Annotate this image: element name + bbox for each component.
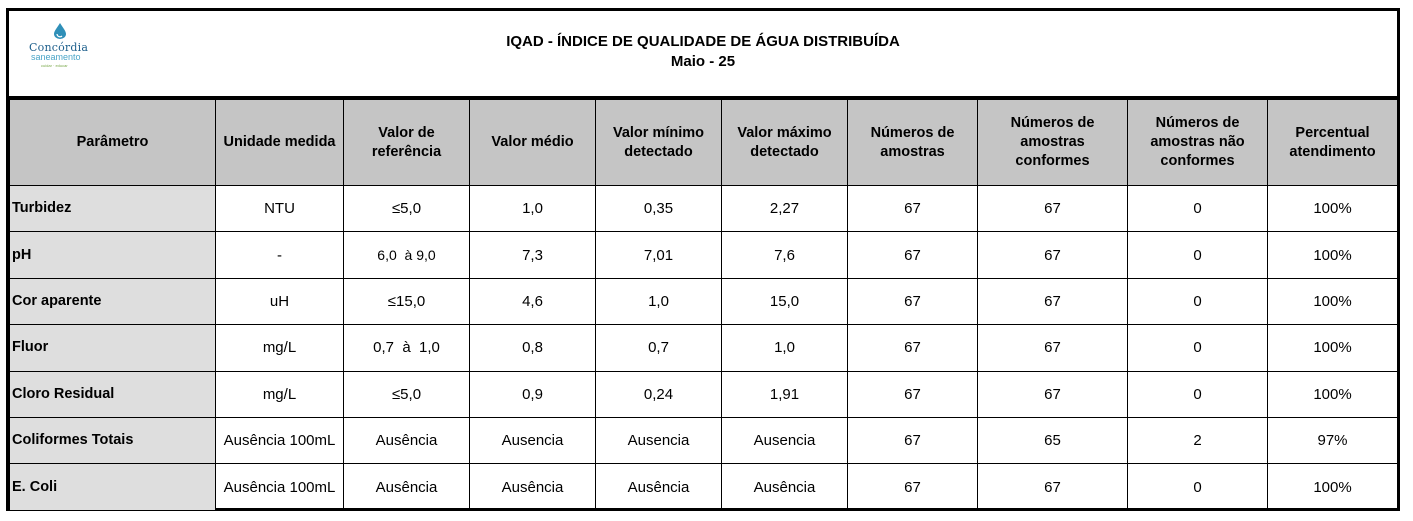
table-cell: Ausência 100mL — [215, 463, 344, 511]
table-cell: 0,35 — [595, 184, 722, 233]
table-cell: Ausência — [595, 463, 722, 511]
table-cell: 0 — [1127, 370, 1268, 418]
table-cell: 67 — [977, 463, 1128, 511]
table-cell: mg/L — [215, 324, 344, 372]
company-logo: Concórdia saneamento cuidar · educar — [29, 23, 99, 68]
table-cell: 100% — [1267, 324, 1398, 372]
column-header: Valor médio — [469, 99, 596, 186]
table-cell: 0 — [1127, 184, 1268, 233]
table-cell: 1,0 — [469, 184, 596, 233]
table-row: Coliformes Totais Ausência 100mL Ausênci… — [9, 416, 1398, 465]
table-cell: E. Coli — [9, 463, 216, 511]
table-cell: 0 — [1127, 277, 1268, 326]
table-cell: Ausencia — [721, 416, 848, 465]
column-header: Percentual atendimento — [1267, 99, 1398, 186]
column-header: Valor de referência — [343, 99, 470, 186]
table-cell: 67 — [977, 324, 1128, 372]
table-cell: 4,6 — [469, 277, 596, 326]
table-cell: 67 — [977, 231, 1128, 279]
water-drop-icon — [54, 23, 66, 39]
table-cell: Fluor — [9, 324, 216, 372]
table-cell: 0 — [1127, 231, 1268, 279]
table-cell: 6,0 à 9,0 — [343, 231, 470, 279]
table-cell: 67 — [977, 184, 1128, 233]
table-cell: uH — [215, 277, 344, 326]
quality-table: Parâmetro Unidade medida Valor de referê… — [9, 99, 1398, 511]
table-cell: mg/L — [215, 370, 344, 418]
column-header: Números de amostras não conformes — [1127, 99, 1268, 186]
page-subtitle: Maio - 25 — [670, 53, 736, 70]
table-cell: - — [215, 231, 344, 279]
table-cell: Ausência — [721, 463, 848, 511]
table-cell: ≤15,0 — [343, 277, 470, 326]
table-cell: Ausencia — [595, 416, 722, 465]
table-row: Cloro Residual mg/L ≤5,0 0,9 0,24 1,91 6… — [9, 370, 1398, 418]
table-cell: 0,8 — [469, 324, 596, 372]
logo-name: Concórdia — [29, 41, 89, 54]
table-cell: 67 — [977, 277, 1128, 326]
column-header: Números de amostras — [847, 99, 978, 186]
table-cell: Coliformes Totais — [9, 416, 216, 465]
table-cell: pH — [9, 231, 216, 279]
report-frame: Concórdia saneamento cuidar · educar IQA… — [6, 8, 1400, 511]
table-cell: 100% — [1267, 277, 1398, 326]
table-cell: Ausencia — [469, 416, 596, 465]
table-cell: NTU — [215, 184, 344, 233]
table-row: Fluor mg/L 0,7 à 1,0 0,8 0,7 1,0 67 67 0… — [9, 324, 1398, 372]
table-cell: ≤5,0 — [343, 184, 470, 233]
logo-tagline: cuidar · educar — [41, 63, 68, 68]
page-title: IQAD - ÍNDICE DE QUALIDADE DE ÁGUA DISTR… — [506, 33, 900, 50]
table-cell: 67 — [977, 370, 1128, 418]
column-header: Parâmetro — [9, 99, 216, 186]
table-cell: 67 — [847, 184, 978, 233]
table-cell: 0,24 — [595, 370, 722, 418]
table-cell: 100% — [1267, 370, 1398, 418]
column-header: Valor máximo detectado — [721, 99, 848, 186]
table-cell: Cor aparente — [9, 277, 216, 326]
table-cell: 7,3 — [469, 231, 596, 279]
table-cell: 67 — [847, 231, 978, 279]
table-cell: 0 — [1127, 324, 1268, 372]
column-header: Unidade medida — [215, 99, 344, 186]
report-header: Concórdia saneamento cuidar · educar IQA… — [9, 11, 1397, 99]
table-cell: 100% — [1267, 231, 1398, 279]
table-cell: 67 — [847, 324, 978, 372]
table-cell: 67 — [847, 277, 978, 326]
table-cell: 0,7 à 1,0 — [343, 324, 470, 372]
table-row: Turbidez NTU ≤5,0 1,0 0,35 2,27 67 67 0 … — [9, 184, 1398, 233]
table-cell: 1,0 — [721, 324, 848, 372]
table-cell: ≤5,0 — [343, 370, 470, 418]
table-cell: Turbidez — [9, 184, 216, 233]
column-header: Valor mínimo detectado — [595, 99, 722, 186]
column-header: Números de amostras conformes — [977, 99, 1128, 186]
table-cell: 7,01 — [595, 231, 722, 279]
logo-subname: saneamento — [31, 52, 81, 62]
table-cell: Ausência — [343, 463, 470, 511]
table-cell: 67 — [847, 463, 978, 511]
table-cell: Ausência — [469, 463, 596, 511]
table-cell: 0 — [1127, 463, 1268, 511]
table-cell: 65 — [977, 416, 1128, 465]
table-cell: 2 — [1127, 416, 1268, 465]
table-cell: Ausência 100mL — [215, 416, 344, 465]
table-cell: 15,0 — [721, 277, 848, 326]
table-cell: 7,6 — [721, 231, 848, 279]
table-cell: Ausência — [343, 416, 470, 465]
table-cell: 0,7 — [595, 324, 722, 372]
table-row: E. Coli Ausência 100mL Ausência Ausência… — [9, 463, 1398, 511]
table-header-row: Parâmetro Unidade medida Valor de referê… — [9, 99, 1398, 186]
table-cell: 97% — [1267, 416, 1398, 465]
table-cell: 67 — [847, 416, 978, 465]
table-row: Cor aparente uH ≤15,0 4,6 1,0 15,0 67 67… — [9, 277, 1398, 326]
table-cell: 67 — [847, 370, 978, 418]
table-cell: Cloro Residual — [9, 370, 216, 418]
table-cell: 2,27 — [721, 184, 848, 233]
table-cell: 0,9 — [469, 370, 596, 418]
table-cell: 1,91 — [721, 370, 848, 418]
table-cell: 1,0 — [595, 277, 722, 326]
table-row: pH - 6,0 à 9,0 7,3 7,01 7,6 67 67 0 100% — [9, 231, 1398, 279]
title-block: IQAD - ÍNDICE DE QUALIDADE DE ÁGUA DISTR… — [9, 33, 1397, 70]
table-cell: 100% — [1267, 463, 1398, 511]
table-cell: 100% — [1267, 184, 1398, 233]
